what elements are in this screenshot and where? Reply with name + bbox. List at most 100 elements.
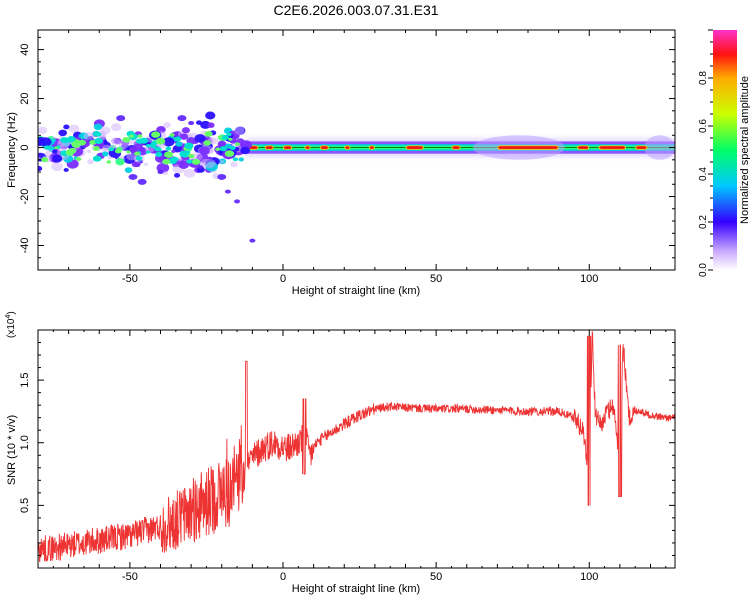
spectral-blob [175,141,183,147]
spectral-blob [199,146,210,156]
spectral-blob [38,156,41,161]
spectral-blob [131,161,140,168]
spectral-blob-core [71,141,81,148]
spectral-blob-core [204,130,213,137]
spectral-blob [163,122,171,128]
colorbar-tick-label: 0.0 [698,263,709,277]
spectral-blob [87,159,94,165]
spectrogram-y-tick-label: -40 [19,238,31,254]
spectral-hotspot [578,146,589,149]
spectral-blob-core [168,157,178,165]
spectral-blob-core [228,137,233,141]
spectral-outlier [249,238,256,243]
spectral-blob-core [44,145,51,150]
spectral-blob-core [65,149,75,156]
spectral-blob-core [186,159,193,164]
snr-x-tick-label: -50 [122,571,138,583]
spectral-blob [101,151,109,157]
spectrogram-plot-frame [37,29,676,271]
spectral-blob-core [155,137,166,145]
spectral-blob [63,124,70,130]
spectral-blob-core [139,137,149,144]
spectral-blob-core [174,136,182,142]
spectral-blob [183,168,196,178]
colorbar-label: Normalized spectral amplitude [739,76,750,224]
spectral-blob [144,162,149,166]
colorbar-tick-label: 0.6 [698,119,709,133]
spectral-blob [52,149,58,154]
spectral-blob-core [95,132,102,137]
snr-y-tick-label: 1.5 [19,372,31,387]
spectral-blob-core [114,148,122,154]
snr-x-ticks: -50 0 50 100 [37,330,667,583]
spectral-blob-core [145,150,151,154]
colorbar-tick-label: 0.4 [698,167,709,181]
spectral-hotspot [265,146,273,149]
spectral-blob-core [215,147,221,152]
spectral-blob [83,132,95,141]
spectral-blob-core [126,150,131,154]
spectral-blob [171,149,176,153]
snr-y-tick-label: 0.5 [19,498,31,513]
spectral-outlier [177,115,187,122]
spectral-blob [230,161,238,168]
spectral-outlier [224,189,231,194]
colorbar-gradient [713,30,737,270]
spectral-blob-core [108,147,115,152]
spectral-blob [63,167,69,172]
spectral-blob-core [229,145,236,150]
snr-panel: -50 0 50 100 0.5 1.0 1.5 Height of straight l… [5,311,676,595]
spectral-blob-core [67,136,76,143]
spectrogram-x-tick-label: 50 [430,273,442,285]
spectral-blob-core [155,151,163,157]
spectral-blob-core [224,150,235,157]
spectral-blob-core [145,143,151,148]
spectral-blob [195,120,202,125]
spectral-hotspot [284,146,292,149]
spectral-blob [177,157,183,162]
snr-x-tick-label: 50 [430,571,442,583]
spectral-blob-core [217,135,223,139]
snr-x-axis-label: Height of straight line (km) [292,583,420,595]
snr-line [38,331,675,563]
spectral-blob-core [50,138,56,142]
spectral-blob [194,134,206,143]
spectral-blob-core [60,137,69,144]
spectral-hotspot [452,146,460,149]
spectrogram-panel: -50 0 50 100 -40 -20 0 20 40 Height of straight… [6,29,676,297]
spectral-blob-core [162,158,171,165]
spectral-blob-core [135,156,143,161]
spectral-hotspot [369,146,374,149]
spectral-blob [111,137,120,145]
spectral-blob [240,140,252,150]
spectral-blob-core [94,137,104,145]
spectrogram-x-ticks: -50 0 50 100 [37,30,651,285]
spectral-blob [238,157,244,162]
spectral-blob-core [122,136,131,143]
spectrogram-y-axis-label: Frequency (Hz) [6,112,18,188]
spectral-hotspot [320,146,328,149]
spectral-blob-core [154,146,161,152]
spectral-outlier [137,178,147,185]
spectral-blob [219,159,225,164]
spectral-blob [38,126,48,135]
spectrogram-x-tick-label: 0 [280,273,286,285]
spectral-hotspot [406,146,423,149]
spectral-blob-core [164,151,174,158]
colorbar-ticks: 0.0 0.2 0.4 0.6 0.8 [698,29,713,277]
spectral-outlier [217,173,227,180]
snr-x-tick-label: 0 [280,571,286,583]
spectral-hotspot [345,146,350,149]
spectral-blob [173,173,181,178]
spectral-blob-core [226,132,232,137]
spectral-outlier [234,199,241,204]
spectral-outlier [116,115,126,122]
spectral-blob [86,149,92,154]
svg-text:(x104): (x104) [5,311,17,338]
spectrogram-y-ticks: -40 -20 0 20 40 [19,36,675,271]
snr-y-tick-label: 1.0 [19,435,31,450]
spectral-blob [58,129,68,137]
spectral-broadening [644,135,675,160]
spectral-blob-core [129,134,134,138]
spectrogram-y-tick-label: -20 [19,189,31,205]
